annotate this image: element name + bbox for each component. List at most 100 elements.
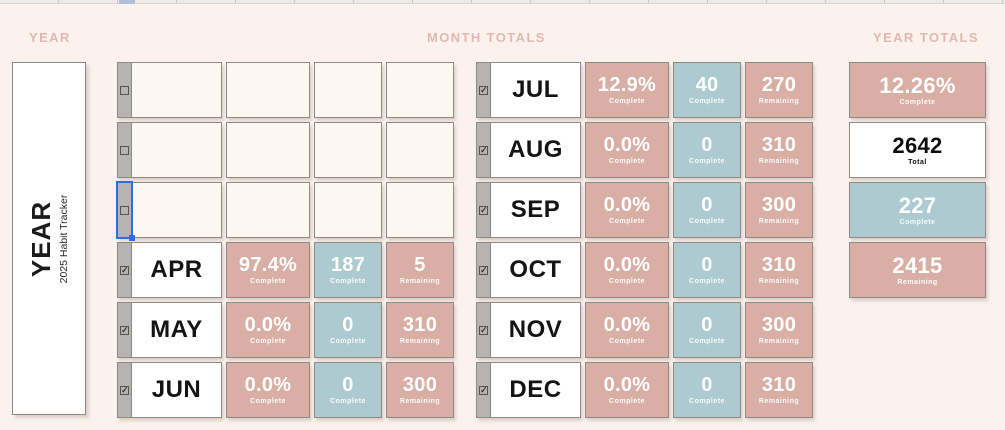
month-name-cell[interactable]: ✓ OCT [476, 242, 581, 298]
checkbox-cell[interactable]: ✓ [118, 363, 132, 417]
year-total-remaining-card[interactable]: 2415 Remaining [849, 242, 986, 298]
remaining-label: Remaining [399, 398, 441, 405]
month-name-cell[interactable]: ✓ NOV [476, 302, 581, 358]
month-name-cell[interactable]: ✓ JUL [476, 62, 581, 118]
count-complete-cell[interactable]: 187 Complete [314, 242, 382, 298]
month-checkbox[interactable]: ✓ [479, 264, 488, 275]
month-name: SEP [491, 183, 580, 237]
month-checkbox[interactable]: ✓ [479, 144, 488, 155]
checkbox-cell[interactable]: ✓ [477, 63, 491, 117]
count-remaining-cell[interactable]: 310 Remaining [745, 122, 813, 178]
year-card[interactable]: YEAR 2025 Habit Tracker [12, 62, 86, 415]
month-name-cell[interactable]: ✓ JUN [117, 362, 222, 418]
pct-complete-cell[interactable]: 0.0% Complete [585, 182, 669, 238]
checkbox-cell[interactable] [118, 123, 132, 177]
sheet-top-edge [0, 0, 1005, 4]
complete-value: 0 [701, 134, 713, 156]
pct-complete-cell[interactable]: 0.0% Complete [585, 242, 669, 298]
count-remaining-cell[interactable] [386, 182, 454, 238]
month-name-cell[interactable]: ✓ SEP [476, 182, 581, 238]
count-complete-cell[interactable]: 0 Complete [673, 362, 741, 418]
month-name-cell[interactable]: ✓ DEC [476, 362, 581, 418]
month-checkbox[interactable] [120, 205, 129, 215]
checkbox-cell[interactable]: ✓ [118, 243, 132, 297]
count-remaining-cell[interactable] [386, 122, 454, 178]
remaining-value: 300 [402, 374, 438, 396]
checkbox-cell[interactable] [118, 63, 132, 117]
month-name-cell[interactable] [116, 181, 222, 241]
count-remaining-cell[interactable]: 310 Remaining [745, 362, 813, 418]
pct-value: 0.0% [603, 254, 651, 276]
year-card-rotated-text: YEAR 2025 Habit Tracker [12, 62, 86, 415]
pct-complete-cell[interactable]: 0.0% Complete [585, 122, 669, 178]
month-name-cell[interactable]: ✓ APR [117, 242, 222, 298]
month-row: ✓ OCT 0.0% Complete 0 Complete 310 Remai… [476, 242, 813, 298]
pct-complete-cell[interactable]: 0.0% Complete [585, 362, 669, 418]
month-checkbox[interactable] [120, 145, 129, 155]
pct-complete-cell[interactable]: 0.0% Complete [585, 302, 669, 358]
pct-complete-cell[interactable] [226, 62, 310, 118]
month-name-cell[interactable] [117, 122, 222, 178]
count-complete-cell[interactable]: 0 Complete [314, 362, 382, 418]
month-checkbox[interactable]: ✓ [479, 384, 488, 395]
month-name-cell[interactable]: ✓ AUG [476, 122, 581, 178]
count-remaining-cell[interactable]: 300 Remaining [386, 362, 454, 418]
pct-complete-cell[interactable] [226, 182, 310, 238]
year-total-complete-card[interactable]: 227 Complete [849, 182, 986, 238]
year-total-pct-card[interactable]: 12.26% Complete [849, 62, 986, 118]
month-row: ✓ MAY 0.0% Complete 0 Complete 310 Remai… [117, 302, 454, 358]
count-remaining-cell[interactable]: 300 Remaining [745, 302, 813, 358]
month-checkbox[interactable]: ✓ [120, 264, 129, 275]
count-complete-cell[interactable]: 0 Complete [673, 122, 741, 178]
month-checkbox[interactable]: ✓ [120, 324, 129, 335]
month-name-cell[interactable] [117, 62, 222, 118]
count-complete-cell[interactable]: 0 Complete [673, 302, 741, 358]
pct-complete-cell[interactable] [226, 122, 310, 178]
pct-label: Complete [609, 98, 645, 105]
month-row: ✓ SEP 0.0% Complete 0 Complete 300 Remai… [476, 182, 813, 238]
checkbox-cell[interactable]: ✓ [477, 243, 491, 297]
complete-value: 0 [342, 314, 354, 336]
checkbox-cell[interactable]: ✓ [477, 303, 491, 357]
checkbox-cell[interactable]: ✓ [477, 123, 491, 177]
complete-value: 0 [701, 194, 713, 216]
pct-complete-cell[interactable]: 97.4% Complete [226, 242, 310, 298]
checkbox-cell[interactable]: ✓ [118, 303, 132, 357]
month-checkbox[interactable] [120, 85, 129, 95]
checkbox-cell[interactable]: ✓ [477, 183, 491, 237]
remaining-value: 5 [414, 254, 426, 276]
remaining-value: 300 [761, 314, 797, 336]
count-remaining-cell[interactable]: 270 Remaining [745, 62, 813, 118]
pct-value: 0.0% [603, 314, 651, 336]
count-complete-cell[interactable]: 40 Complete [673, 62, 741, 118]
count-complete-cell[interactable]: 0 Complete [314, 302, 382, 358]
count-complete-cell[interactable]: 0 Complete [673, 242, 741, 298]
count-complete-cell[interactable]: 0 Complete [673, 182, 741, 238]
month-checkbox[interactable]: ✓ [120, 384, 129, 395]
count-remaining-cell[interactable]: 300 Remaining [745, 182, 813, 238]
month-row: ✓ NOV 0.0% Complete 0 Complete 300 Remai… [476, 302, 813, 358]
month-name-cell[interactable]: ✓ MAY [117, 302, 222, 358]
count-remaining-cell[interactable]: 5 Remaining [386, 242, 454, 298]
count-complete-cell[interactable] [314, 122, 382, 178]
checkbox-cell-selected[interactable] [116, 181, 135, 241]
pct-value: 12.9% [597, 74, 657, 96]
count-remaining-cell[interactable]: 310 Remaining [386, 302, 454, 358]
year-total-total-card[interactable]: 2642 Total [849, 122, 986, 178]
pct-label: Complete [609, 398, 645, 405]
selection-fill-handle[interactable] [129, 235, 135, 241]
month-checkbox[interactable]: ✓ [479, 84, 488, 95]
count-complete-cell[interactable] [314, 182, 382, 238]
year-total-complete-label: Complete [899, 219, 936, 227]
pct-label: Complete [250, 278, 286, 285]
checkbox-cell[interactable]: ✓ [477, 363, 491, 417]
count-complete-cell[interactable] [314, 62, 382, 118]
count-remaining-cell[interactable]: 310 Remaining [745, 242, 813, 298]
year-totals-section-header: YEAR TOTALS [873, 30, 979, 45]
pct-complete-cell[interactable]: 12.9% Complete [585, 62, 669, 118]
pct-complete-cell[interactable]: 0.0% Complete [226, 362, 310, 418]
month-checkbox[interactable]: ✓ [479, 324, 488, 335]
pct-complete-cell[interactable]: 0.0% Complete [226, 302, 310, 358]
count-remaining-cell[interactable] [386, 62, 454, 118]
month-checkbox[interactable]: ✓ [479, 204, 488, 215]
